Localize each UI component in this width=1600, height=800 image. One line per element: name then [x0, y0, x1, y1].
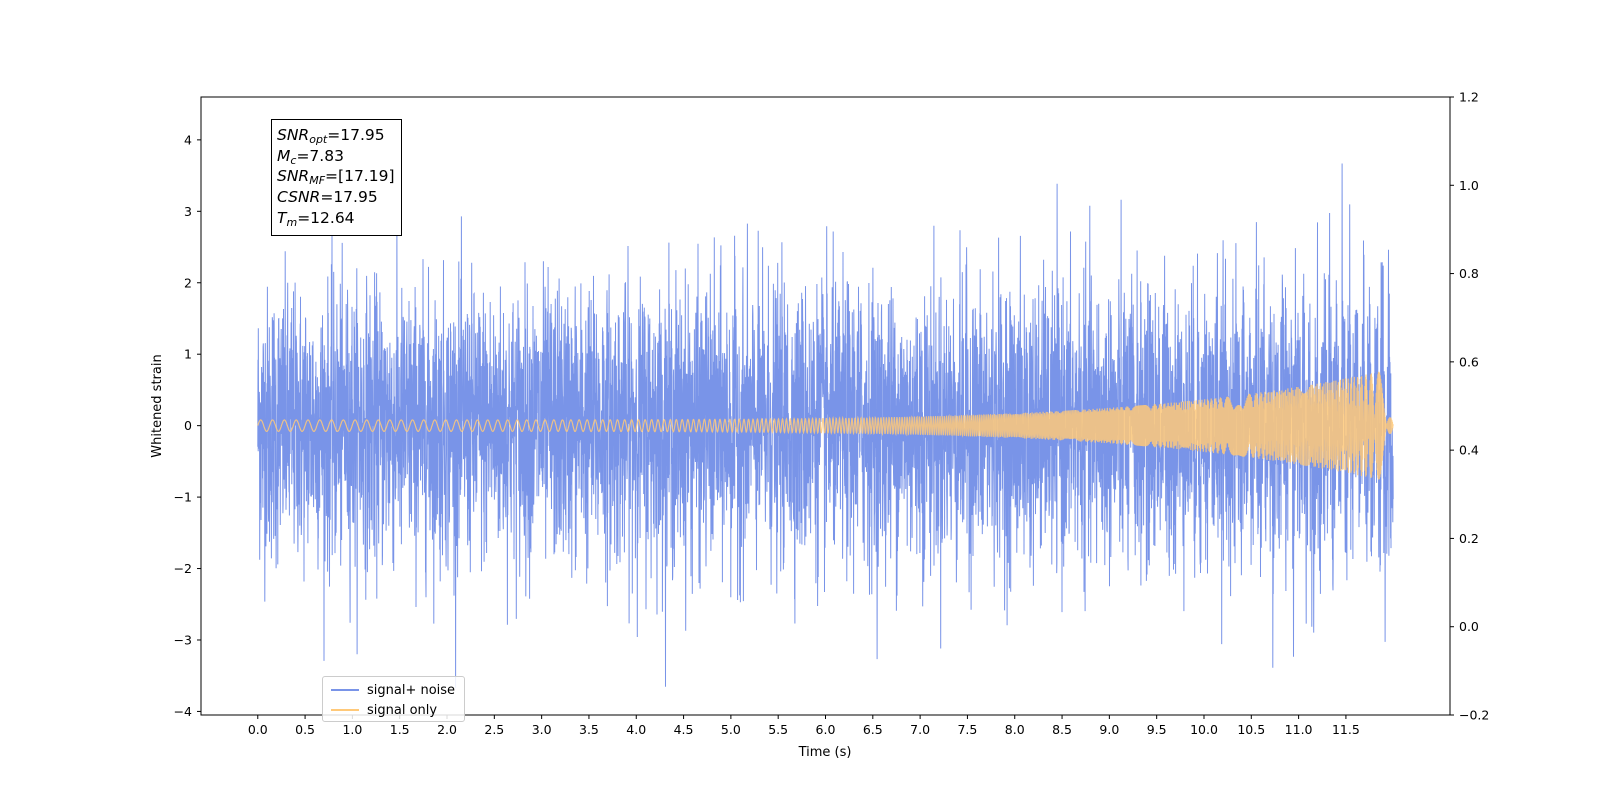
x-tick-label: 0.5: [295, 722, 315, 737]
y-tick-label: 1: [184, 347, 192, 362]
x-tick-label: 6.0: [816, 722, 836, 737]
x-tick-label: 7.0: [910, 722, 930, 737]
x-axis-label: Time (s): [798, 745, 852, 760]
stats-annotation-box: SNRopt=17.95 Mc=7.83 SNRMF=[17.19] CSNR=17.…: [271, 119, 402, 236]
y2-tick-label: 0.2: [1459, 531, 1479, 546]
y2-tick-label: 1.2: [1459, 90, 1479, 105]
stats-line-0: SNRopt=17.95: [277, 126, 385, 146]
stats-line-4: Tm=12.64: [277, 208, 355, 229]
x-tick-label: 11.0: [1285, 722, 1313, 737]
y-tick-label: 2: [184, 275, 192, 290]
x-tick-label: 2.5: [484, 722, 504, 737]
legend-label-signal-noise: signal+ noise: [367, 682, 456, 698]
x-tick-label: 1.5: [390, 722, 410, 737]
x-tick-label: 3.5: [579, 722, 599, 737]
y-tick-label: 0: [184, 418, 192, 433]
x-tick-label: 5.5: [768, 722, 788, 737]
legend-swatch-signal-noise: [331, 689, 359, 691]
y2-tick-label: 1.0: [1459, 178, 1479, 193]
stats-line-3: CSNR=17.95: [277, 188, 378, 207]
legend: signal+ noise signal only: [322, 676, 465, 722]
y-axis-label: Whitened strain: [150, 354, 165, 457]
x-tick-label: 4.5: [674, 722, 694, 737]
x-tick-label: 10.0: [1190, 722, 1218, 737]
x-tick-label: 3.0: [532, 722, 552, 737]
x-tick-label: 4.0: [626, 722, 646, 737]
stats-line-2: SNRMF=[17.19]: [277, 167, 395, 188]
y-tick-label: 4: [184, 132, 192, 147]
x-tick-label: 2.0: [437, 722, 457, 737]
y2-tick-label: 0.0: [1459, 619, 1479, 634]
y2-tick-label: −0.2: [1459, 708, 1489, 723]
y-axis-right: −0.2 0.0 0.2 0.4 0.6 0.8 1.0 1.2: [1450, 90, 1489, 723]
x-tick-label: 0.0: [248, 722, 268, 737]
x-tick-label: 6.5: [863, 722, 883, 737]
legend-item-signal-only: signal only: [331, 700, 437, 720]
x-tick-label: 5.0: [721, 722, 741, 737]
x-axis: 0.0 0.5 1.0 1.5 2.0 2.5 3.0 3.5 4.0 4.5 5.0 5.5 6.0 6…: [248, 715, 1360, 737]
y-tick-label: 3: [184, 204, 192, 219]
series-signal-noise: [257, 163, 1394, 688]
x-tick-label: 9.0: [1099, 722, 1119, 737]
y2-tick-label: 0.4: [1459, 443, 1479, 458]
y-tick-label: −3: [174, 632, 192, 647]
y-tick-label: −1: [174, 490, 192, 505]
x-tick-label: 9.5: [1147, 722, 1167, 737]
x-tick-label: 8.5: [1052, 722, 1072, 737]
series-signal-only: [257, 371, 1394, 480]
x-tick-label: 10.5: [1237, 722, 1265, 737]
x-tick-label: 7.5: [957, 722, 977, 737]
plot-area: [257, 163, 1394, 688]
y-tick-label: −2: [174, 561, 192, 576]
y2-tick-label: 0.6: [1459, 354, 1479, 369]
y-axis-left: −4 −3 −2 −1 0 1 2 3 4: [174, 132, 201, 719]
y-tick-label: −4: [174, 704, 192, 719]
x-tick-label: 1.0: [342, 722, 362, 737]
legend-item-signal-noise: signal+ noise: [331, 680, 455, 700]
stats-line-1: Mc=7.83: [277, 146, 344, 167]
x-tick-label: 8.0: [1005, 722, 1025, 737]
legend-label-signal-only: signal only: [367, 702, 438, 718]
y2-tick-label: 0.8: [1459, 266, 1479, 281]
x-tick-label: 11.5: [1332, 722, 1360, 737]
legend-swatch-signal-only: [331, 709, 359, 711]
